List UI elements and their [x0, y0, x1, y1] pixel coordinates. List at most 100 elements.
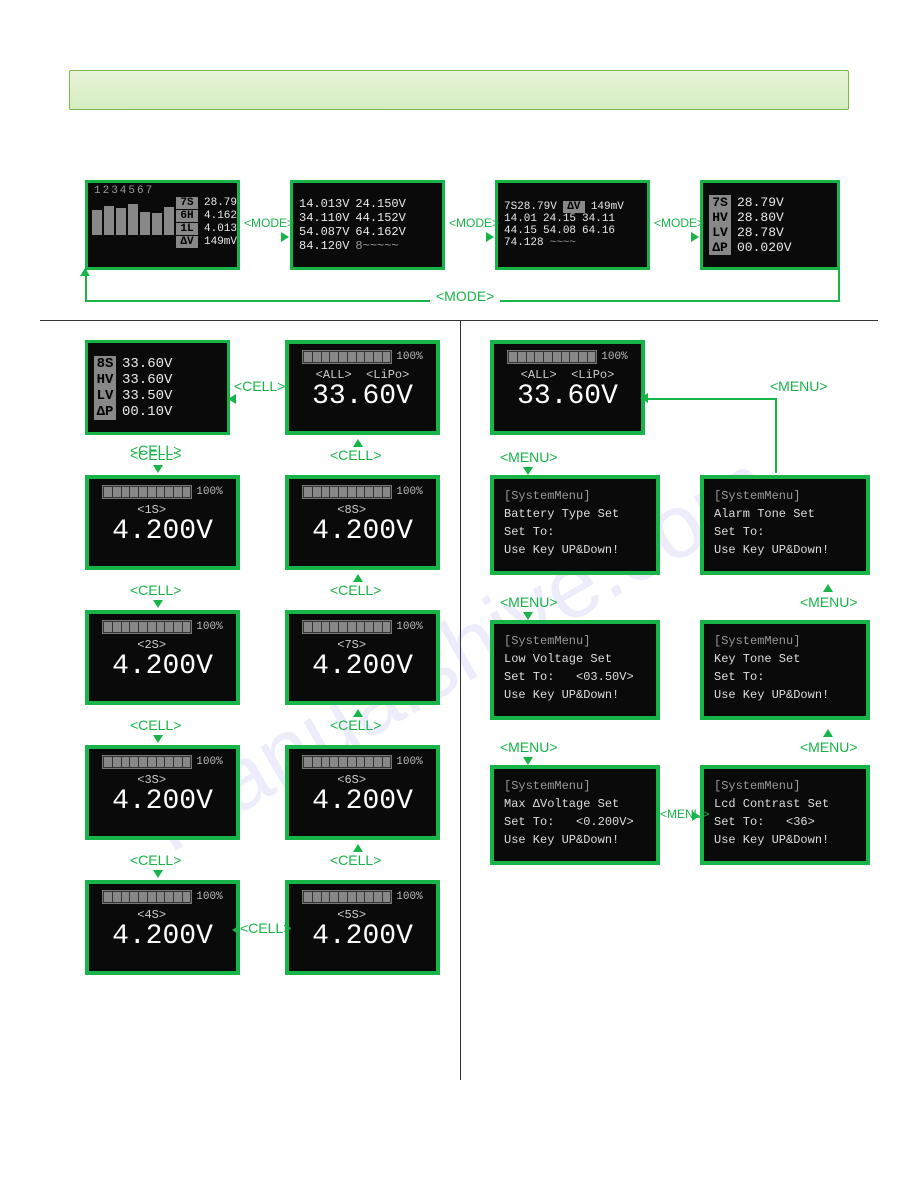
sml3: ΔP — [94, 404, 116, 420]
pct: 100% — [196, 756, 222, 768]
t2: <LiPo> — [571, 368, 614, 382]
menu-header: [SystemMenu] — [714, 777, 856, 795]
cell-arrow: <CELL> — [130, 582, 181, 598]
arrow-icon — [281, 232, 289, 242]
mode-arrow-2: <MODE> — [449, 216, 499, 230]
top-screen-4: 7S28.79V HV28.80V LV28.78V ΔP00.020V — [700, 180, 840, 270]
cell-screen-5s: 100% <5S> 4.200V — [285, 880, 440, 975]
t1: <2S> — [137, 638, 166, 652]
menu-right-2: [SystemMenu] Lcd Contrast Set Set To: <3… — [700, 765, 870, 865]
cell-screen-4s: 100% <4S> 4.200V — [85, 880, 240, 975]
c5: 54.087V — [299, 225, 349, 239]
menu-title: Max ΔVoltage Set — [504, 795, 646, 813]
arrow-icon — [353, 439, 363, 447]
menu-title: Alarm Tone Set — [714, 505, 856, 523]
val-7s: 28.79 — [204, 197, 237, 209]
pct: 100% — [396, 891, 422, 903]
smv1: 33.60V — [122, 372, 172, 388]
sml0: 8S — [94, 356, 116, 372]
set-label: Set To: — [714, 670, 764, 684]
cell-screen-1s: 100% <1S> 4.200V — [85, 475, 240, 570]
menu-right-0: [SystemMenu] Alarm Tone Set Set To: Use … — [700, 475, 870, 575]
menu-set-row: Set To: — [504, 523, 646, 541]
cell-arrow: <CELL> — [130, 852, 181, 868]
page-container: 1234567 7S28.79 6H4.162 1L4.013 ΔV149mV … — [0, 0, 918, 1188]
lbl-6h: 6H — [176, 210, 198, 222]
gauge-icon — [302, 755, 392, 769]
r02: 34.11 — [582, 213, 615, 225]
t1: <3S> — [137, 773, 166, 787]
pct: 100% — [396, 756, 422, 768]
top-screen-1: 1234567 7S28.79 6H4.162 1L4.013 ΔV149mV — [85, 180, 240, 270]
gauge-icon — [507, 350, 597, 364]
cell-arrow: <CELL> — [130, 442, 181, 458]
arrow-icon — [232, 925, 240, 935]
menu-set-row: Set To: — [714, 668, 856, 686]
cell-arrow: <CELL> — [130, 717, 181, 733]
set-label: Set To: — [504, 815, 554, 829]
r12: 64.16 — [582, 225, 615, 237]
bigv: 4.200V — [293, 652, 432, 683]
arrow-icon — [353, 709, 363, 717]
digit-header: 1234567 — [90, 185, 154, 197]
set-label: Set To: — [714, 525, 764, 539]
arrow-icon — [486, 232, 494, 242]
set-label: Set To: — [504, 525, 554, 539]
gauge-icon — [302, 350, 392, 364]
s4v2: 28.78V — [737, 225, 784, 240]
arrow-icon — [153, 465, 163, 473]
set-label: Set To: — [714, 815, 764, 829]
menu-arrow: <MENU> — [800, 594, 858, 610]
set-label: Set To: — [504, 670, 554, 684]
bigv: 4.200V — [293, 922, 432, 953]
arrow-icon — [228, 394, 236, 404]
bigv: 4.200V — [293, 787, 432, 818]
menu-arrow-h: <MENU> — [660, 807, 709, 821]
r20: 74.128 — [504, 237, 544, 249]
sml1: HV — [94, 372, 116, 388]
menu-hint: Use Key UP&Down! — [714, 831, 856, 849]
menu-arrow: <MENU> — [500, 739, 558, 755]
cell-arrow-top: <CELL> — [234, 378, 285, 394]
smv0: 33.60V — [122, 356, 172, 372]
arrow-icon — [823, 584, 833, 592]
menu-title: Low Voltage Set — [504, 650, 646, 668]
c8: 8~~~~~ — [355, 239, 398, 253]
top-screen-3: 7S28.79VΔV149mV 14.0124.1534.11 44.1554.… — [495, 180, 650, 270]
pct: 100% — [396, 486, 422, 498]
c2: 24.150V — [355, 197, 405, 211]
gauge-icon — [102, 890, 192, 904]
s4l1: HV — [709, 210, 731, 225]
menu-arrow: <MENU> — [500, 449, 558, 465]
arrow-icon — [692, 811, 700, 821]
pct: 100% — [196, 486, 222, 498]
menu-header: [SystemMenu] — [714, 487, 856, 505]
pct: 100% — [396, 621, 422, 633]
cell-screen-2s: 100% <2S> 4.200V — [85, 610, 240, 705]
menu-arrow-top: <MENU> — [770, 378, 828, 394]
s4v0: 28.79V — [737, 195, 784, 210]
t1: <7S> — [337, 638, 366, 652]
menu-header: [SystemMenu] — [504, 632, 646, 650]
gauge-icon — [102, 485, 192, 499]
c7: 84.120V — [299, 239, 349, 253]
bigv: 4.200V — [93, 517, 232, 548]
set-value: <03.50V> — [576, 670, 634, 684]
pct: 100% — [396, 351, 422, 363]
t1: <ALL> — [521, 368, 557, 382]
cell-arrow: <CELL> — [330, 852, 381, 868]
c4: 44.152V — [355, 211, 405, 225]
menu-right-1: [SystemMenu] Key Tone Set Set To: Use Ke… — [700, 620, 870, 720]
s4l3: ΔP — [709, 240, 731, 255]
s4v3: 00.020V — [737, 240, 792, 255]
cell-arrow: <CELL> — [330, 717, 381, 733]
top-screen-2: 14.013V24.150V 34.110V44.152V 54.087V64.… — [290, 180, 445, 270]
menu-hint: Use Key UP&Down! — [504, 831, 646, 849]
gauge-icon — [302, 485, 392, 499]
set-value: <36> — [786, 815, 815, 829]
menu-header: [SystemMenu] — [504, 777, 646, 795]
t1: <4S> — [137, 908, 166, 922]
bigv: 4.200V — [93, 922, 232, 953]
cell-screen-7s: 100% <7S> 4.200V — [285, 610, 440, 705]
menu-arrow: <MENU> — [800, 739, 858, 755]
